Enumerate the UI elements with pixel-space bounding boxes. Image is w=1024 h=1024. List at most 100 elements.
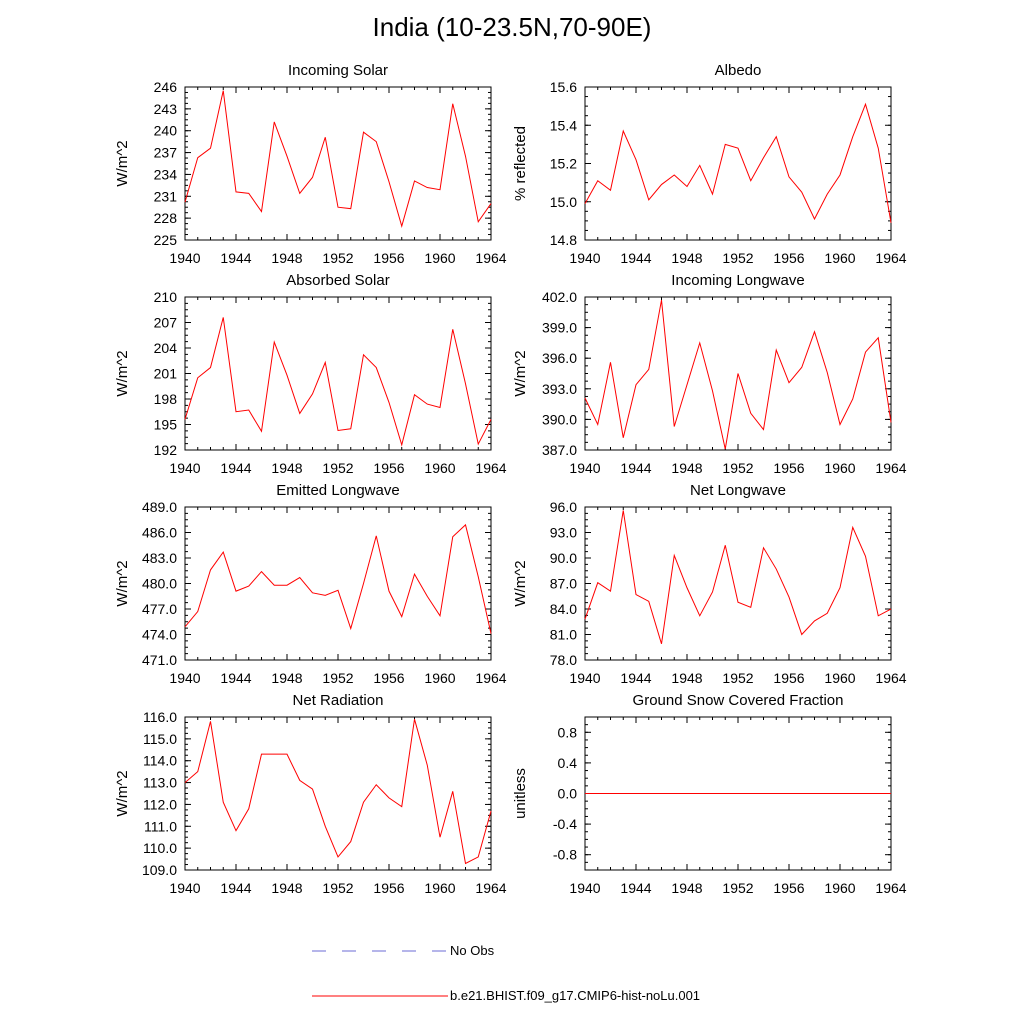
x-tick-label: 1944	[220, 250, 251, 266]
x-tick-label: 1944	[220, 880, 251, 896]
y-tick-label: 78.0	[550, 652, 577, 668]
panel-title: Net Longwave	[690, 482, 786, 499]
x-tick-label: 1960	[824, 670, 855, 686]
x-tick-label: 1956	[773, 460, 804, 476]
x-tick-label: 1944	[220, 670, 251, 686]
x-tick-label: 1952	[322, 880, 353, 896]
panel-title: Incoming Solar	[288, 62, 388, 79]
y-tick-label: 402.0	[542, 289, 577, 305]
y-tick-label: 109.0	[142, 862, 177, 878]
series-line-albedo	[584, 102, 892, 223]
x-tick-label: 1960	[824, 250, 855, 266]
x-tick-label: 1964	[475, 670, 506, 686]
y-tick-label: 114.0	[143, 753, 177, 769]
y-tick-label: 231	[154, 188, 178, 204]
x-tick-label: 1940	[569, 880, 600, 896]
y-tick-label: 115.0	[143, 731, 177, 747]
y-tick-label: 210	[154, 289, 178, 305]
x-tick-label: 1960	[824, 880, 855, 896]
y-tick-label: 96.0	[550, 499, 577, 515]
y-axis-label: W/m^2	[512, 350, 529, 396]
x-tick-label: 1952	[722, 250, 753, 266]
y-tick-label: 84.0	[550, 601, 577, 617]
plot-frame	[184, 716, 492, 871]
x-tick-label: 1940	[569, 670, 600, 686]
x-tick-label: 1940	[569, 250, 600, 266]
x-tick-label: 1944	[620, 670, 651, 686]
y-tick-label: 116.0	[143, 709, 177, 725]
x-tick-label: 1944	[620, 460, 651, 476]
y-tick-label: 110.0	[143, 840, 177, 856]
x-tick-label: 1940	[569, 460, 600, 476]
x-tick-label: 1948	[271, 670, 302, 686]
x-tick-label: 1948	[671, 880, 702, 896]
y-tick-label: 489.0	[142, 499, 177, 515]
y-tick-label: 399.0	[542, 320, 577, 336]
y-tick-label: 15.6	[550, 79, 577, 95]
x-tick-label: 1960	[424, 670, 455, 686]
legend-label-model: b.e21.BHIST.f09_g17.CMIP6-hist-noLu.001	[450, 988, 700, 1003]
x-tick-label: 1964	[475, 460, 506, 476]
x-tick-label: 1948	[271, 250, 302, 266]
panel-net-longwave: 1940 1944 1948 1952 1956 1960 1964 78.0 81.0 84.0…	[512, 482, 907, 686]
y-tick-label: 81.0	[550, 627, 577, 643]
y-tick-label: 195	[154, 417, 178, 433]
panel-emitted-longwave: 1940 1944 1948 1952 1956 1960 1964 471.0 474.0 47…	[114, 482, 507, 686]
x-tick-label: 1948	[271, 880, 302, 896]
y-axis-label: W/m^2	[114, 560, 131, 606]
panel-incoming-solar: 1940 1944 1948 1952 1956 1960 1964 225 228 231 234…	[114, 62, 507, 266]
x-tick-label: 1944	[620, 250, 651, 266]
y-tick-label: 390.0	[542, 411, 577, 427]
x-tick-label: 1964	[875, 460, 906, 476]
y-tick-label: 0.4	[558, 755, 578, 771]
y-axis-label: % reflected	[512, 126, 529, 201]
y-axis-label: unitless	[512, 768, 529, 819]
series-line-incoming-solar	[184, 90, 492, 228]
y-tick-label: 225	[154, 232, 178, 248]
x-tick-label: 1964	[875, 250, 906, 266]
panel-title: Incoming Longwave	[671, 272, 804, 289]
y-axis-label: W/m^2	[114, 770, 131, 816]
x-tick-label: 1952	[722, 670, 753, 686]
y-tick-label: 15.2	[550, 156, 577, 172]
x-tick-label: 1956	[373, 670, 404, 686]
series-line-net-longwave	[584, 510, 892, 644]
y-tick-label: -0.4	[553, 816, 577, 832]
legend: No Obs b.e21.BHIST.f09_g17.CMIP6-hist-no…	[312, 943, 700, 1003]
x-tick-label: 1956	[373, 460, 404, 476]
y-tick-label: 396.0	[542, 350, 577, 366]
x-tick-label: 1944	[220, 460, 251, 476]
y-tick-label: 246	[154, 79, 178, 95]
y-tick-label: 0.0	[558, 786, 578, 802]
x-tick-label: 1952	[722, 460, 753, 476]
x-tick-label: 1948	[671, 460, 702, 476]
y-tick-label: 87.0	[550, 576, 577, 592]
series-line-absorbed-solar	[184, 317, 492, 447]
plot-frame	[584, 86, 892, 241]
panel-title: Albedo	[715, 62, 762, 79]
plot-frame	[184, 86, 492, 241]
y-tick-label: 207	[154, 315, 178, 331]
x-tick-label: 1964	[875, 880, 906, 896]
y-tick-label: 90.0	[550, 550, 577, 566]
y-tick-label: 240	[154, 123, 178, 139]
x-tick-label: 1956	[373, 880, 404, 896]
panel-absorbed-solar: 1940 1944 1948 1952 1956 1960 1964 192 195 198 201…	[114, 272, 507, 476]
x-tick-label: 1940	[169, 670, 200, 686]
y-tick-label: 234	[154, 166, 178, 182]
x-tick-label: 1940	[169, 880, 200, 896]
x-tick-label: 1948	[271, 460, 302, 476]
legend-label-no-obs: No Obs	[450, 943, 495, 958]
panel-title: Emitted Longwave	[276, 482, 399, 499]
x-tick-label: 1960	[824, 460, 855, 476]
x-tick-label: 1956	[773, 880, 804, 896]
x-tick-label: 1956	[773, 250, 804, 266]
y-tick-label: 112.0	[143, 796, 177, 812]
x-tick-label: 1964	[875, 670, 906, 686]
x-tick-label: 1948	[671, 670, 702, 686]
x-tick-label: 1956	[373, 250, 404, 266]
y-tick-label: 201	[154, 366, 178, 382]
series-line-net-radiation	[184, 719, 492, 865]
y-axis-label: W/m^2	[114, 350, 131, 396]
